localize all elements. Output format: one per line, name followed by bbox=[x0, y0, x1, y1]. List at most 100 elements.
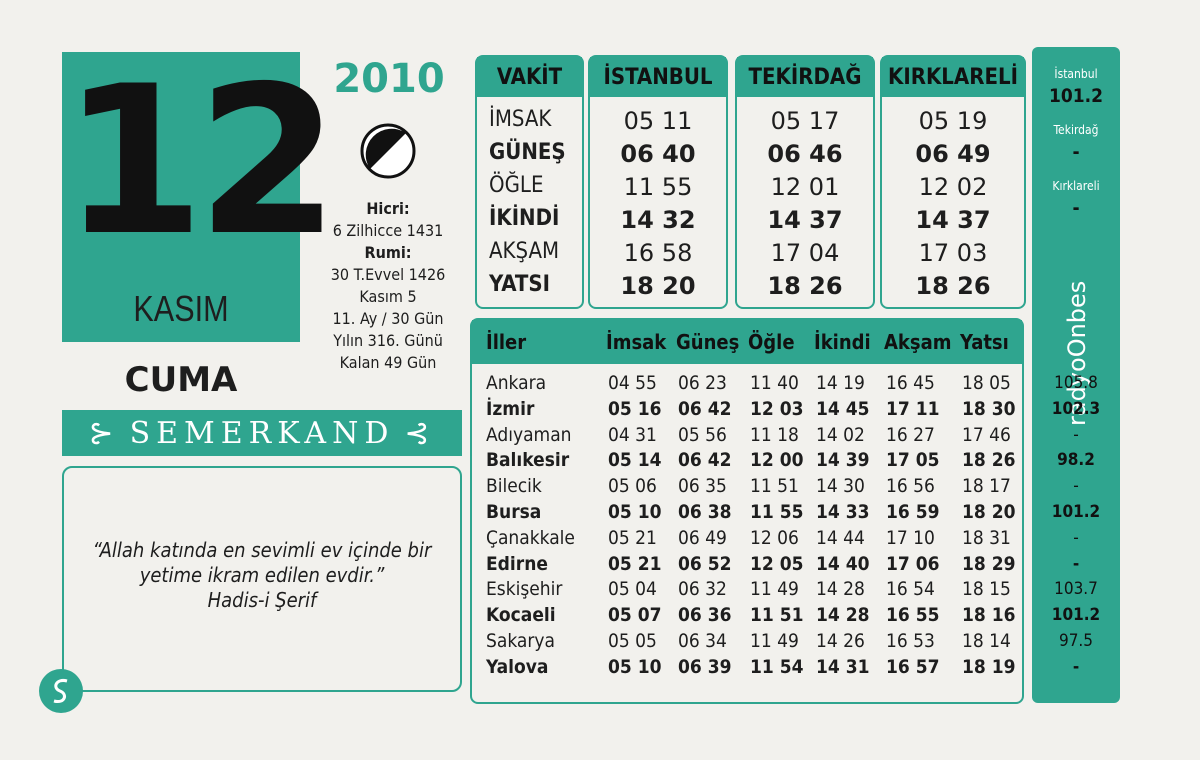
city-time: 12 00 bbox=[750, 449, 804, 472]
column-header: Güneş bbox=[676, 330, 740, 354]
city-name: Edirne bbox=[486, 552, 548, 575]
day-box: 12 KASIM bbox=[62, 43, 339, 342]
city-time: 05 16 bbox=[608, 397, 662, 420]
city-time: 18 15 bbox=[962, 578, 1011, 601]
city-time: 05 07 bbox=[608, 604, 662, 627]
moon-phase-icon bbox=[360, 123, 416, 179]
city-time: 17 11 bbox=[886, 397, 940, 420]
prayer-time: 05 17 bbox=[770, 107, 840, 135]
city-time: 11 51 bbox=[750, 475, 799, 498]
quote-box: “Allah katında en sevimli ev içinde bir … bbox=[62, 466, 462, 692]
brand-name: SEMERKAND bbox=[129, 415, 395, 451]
city-frequency: 103.7 bbox=[1054, 579, 1098, 600]
prayer-time: 17 03 bbox=[918, 239, 988, 267]
city-time: 16 56 bbox=[886, 475, 935, 498]
city-time: 16 27 bbox=[886, 423, 935, 446]
city-time: 06 36 bbox=[678, 604, 732, 627]
city-time: 11 51 bbox=[750, 604, 804, 627]
city-frequency: 105.8 bbox=[1054, 373, 1098, 393]
city-time: 14 33 bbox=[816, 501, 870, 523]
city-frequency: 101.2 bbox=[1051, 605, 1101, 626]
prayer-name: İMSAK bbox=[489, 107, 552, 132]
info-line: Hicri: bbox=[366, 199, 410, 218]
city-name: Çanakkale bbox=[486, 526, 575, 549]
station-frequency: - bbox=[1072, 141, 1080, 163]
city-time: 18 30 bbox=[962, 397, 1016, 420]
city-name: Eskişehir bbox=[486, 578, 563, 601]
city-time: 18 29 bbox=[962, 552, 1016, 575]
prayer-time: 14 32 bbox=[620, 206, 696, 234]
info-line: 11. Ay / 30 Gün bbox=[332, 309, 444, 328]
city-time: 14 45 bbox=[816, 397, 870, 420]
prayer-time: 17 04 bbox=[770, 239, 840, 267]
city-time: 14 19 bbox=[816, 372, 865, 394]
city-time: 16 55 bbox=[886, 604, 940, 627]
column-header: KIRKLARELİ bbox=[882, 57, 1024, 97]
prayer-time: 16 58 bbox=[623, 239, 693, 267]
quote-text: “Allah katında en sevimli ev içinde bir … bbox=[92, 538, 432, 587]
city-time: 05 10 bbox=[608, 501, 662, 523]
info-line: Kalan 49 Gün bbox=[339, 353, 437, 372]
city-time: 11 49 bbox=[750, 630, 799, 652]
cities-table: İller İmsak Güneş Öğle İkindi Akşam Yatsı Anka… bbox=[470, 318, 1024, 704]
prayer-time: 12 02 bbox=[918, 173, 988, 201]
prayer-column: İSTANBUL 05 11 06 40 11 55 14 32 16 58 18 20 bbox=[588, 55, 728, 309]
city-time: 17 10 bbox=[886, 526, 935, 549]
city-time: 05 04 bbox=[608, 578, 657, 601]
city-name: Bursa bbox=[486, 501, 542, 523]
city-time: 11 54 bbox=[750, 655, 804, 678]
city-name: Yalova bbox=[486, 655, 549, 678]
city-time: 14 26 bbox=[816, 630, 865, 652]
city-time: 18 26 bbox=[962, 449, 1016, 472]
prayer-column: KIRKLARELİ 05 19 06 49 12 02 14 37 17 03 18 26 bbox=[880, 55, 1026, 309]
city-name: Kocaeli bbox=[486, 604, 556, 627]
city-frequency: - bbox=[1072, 553, 1080, 574]
prayer-time: 14 37 bbox=[767, 206, 843, 234]
weekday: CUMA bbox=[124, 360, 238, 400]
city-time: 05 10 bbox=[608, 655, 662, 678]
city-time: 14 40 bbox=[816, 552, 870, 575]
city-name: Adıyaman bbox=[486, 423, 572, 446]
city-time: 06 23 bbox=[678, 372, 727, 394]
info-block: Hicri: 6 Zilhicce 1431 Rumi: 30 T.Evvel 142… bbox=[310, 198, 466, 374]
city-time: 05 06 bbox=[608, 475, 657, 498]
cities-header: İller İmsak Güneş Öğle İkindi Akşam Yatsı bbox=[472, 320, 1022, 364]
city-time: 14 44 bbox=[816, 526, 865, 549]
prayer-time: 11 55 bbox=[623, 173, 693, 201]
prayer-time: 05 19 bbox=[918, 107, 988, 135]
quote-source: Hadis-i Şerif bbox=[207, 588, 317, 612]
city-time: 05 56 bbox=[678, 423, 727, 446]
prayer-time: 06 40 bbox=[620, 140, 696, 168]
city-time: 17 06 bbox=[886, 552, 940, 575]
city-time: 06 42 bbox=[678, 449, 732, 472]
column-header: Akşam bbox=[884, 330, 952, 354]
city-time: 14 39 bbox=[816, 449, 870, 472]
city-time: 12 03 bbox=[750, 397, 804, 420]
city-frequency: 97.5 bbox=[1058, 631, 1094, 651]
city-time: 04 55 bbox=[608, 372, 657, 394]
city-time: 14 31 bbox=[816, 655, 870, 678]
prayer-name: ÖĞLE bbox=[489, 173, 544, 198]
city-name: Ankara bbox=[486, 372, 547, 394]
city-time: 18 16 bbox=[962, 604, 1016, 627]
prayer-column: TEKİRDAĞ 05 17 06 46 12 01 14 37 17 04 18 26 bbox=[735, 55, 875, 309]
station-city: İstanbul bbox=[1054, 67, 1098, 81]
city-time: 06 39 bbox=[678, 655, 732, 678]
station-frequency: - bbox=[1072, 197, 1080, 219]
city-name: Balıkesir bbox=[486, 449, 570, 472]
brand-banner: ⊱ SEMERKAND ⊰ bbox=[62, 410, 462, 456]
city-time: 05 21 bbox=[608, 526, 657, 549]
prayer-name: İKİNDİ bbox=[489, 206, 560, 231]
day-number: 12 bbox=[62, 43, 339, 281]
month: KASIM bbox=[133, 288, 229, 329]
prayer-time: 14 37 bbox=[915, 206, 991, 234]
column-header: Yatsı bbox=[960, 330, 1009, 354]
prayer-time: 06 46 bbox=[767, 140, 843, 168]
station-city: Kırklareli bbox=[1052, 179, 1100, 193]
city-time: 12 06 bbox=[750, 526, 799, 549]
prayer-time: 18 26 bbox=[915, 272, 991, 300]
column-header: Öğle bbox=[748, 330, 795, 354]
city-frequency: - bbox=[1073, 476, 1079, 497]
brand-logo bbox=[39, 669, 83, 713]
